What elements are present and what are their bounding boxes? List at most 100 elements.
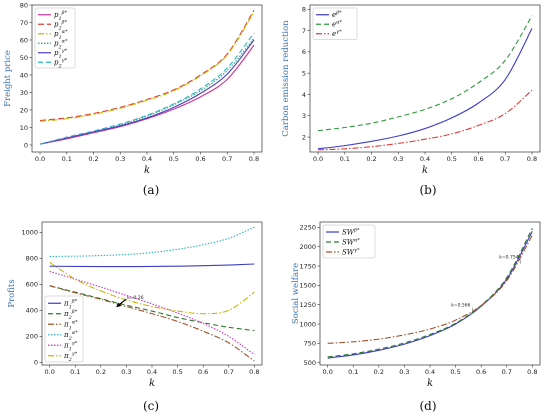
legend-label-1: eβ* — [332, 10, 342, 19]
y-tick-label: 200 — [26, 333, 38, 341]
y-tick-label: 60 — [20, 36, 28, 44]
legend-label-4: p2α* — [54, 39, 68, 51]
series-line-1 — [317, 28, 533, 150]
series-line-6 — [49, 261, 255, 315]
x-tick-label: 0.5 — [447, 155, 457, 163]
panel-label-a: (a) — [143, 183, 160, 197]
x-tick-label: 0.4 — [420, 155, 430, 163]
x-tick-label: 0.4 — [147, 368, 157, 376]
legend-box — [322, 224, 376, 259]
legend-label-6: π2γ* — [63, 351, 78, 363]
series-line-3 — [327, 234, 533, 344]
y-tick-label: 750 — [304, 340, 316, 348]
y-axis-label: Freight price — [3, 50, 13, 107]
annotation-label: k=0.26 — [127, 295, 144, 301]
y-tick-label: 7 — [302, 27, 306, 35]
x-axis-label: k — [144, 165, 150, 176]
y-tick-label: 8 — [302, 6, 306, 14]
legend-label-1: p1β* — [54, 10, 68, 22]
legend-label-6: p2γ* — [54, 58, 68, 70]
y-tick-label: 5 — [302, 69, 306, 77]
y-tick-label: 50 — [20, 54, 28, 62]
x-tick-label: 0.8 — [527, 155, 537, 163]
series-line-3 — [317, 89, 533, 151]
x-tick-label: 0.8 — [249, 155, 259, 163]
x-tick-label: 0.3 — [393, 155, 403, 163]
x-tick-label: 0.5 — [169, 155, 179, 163]
legend-label-2: p2β* — [54, 20, 68, 32]
y-tick-label: 0 — [34, 359, 38, 367]
legend-label-2: SWα* — [342, 237, 360, 246]
y-axis-label: Profits — [7, 279, 17, 307]
series-line-5 — [39, 39, 255, 145]
panel-label-c: (c) — [143, 399, 159, 413]
y-tick-label: 6 — [302, 48, 306, 56]
x-tick-label: 0.3 — [121, 368, 131, 376]
legend-label-3: p1α* — [54, 29, 68, 41]
x-tick-label: 0.3 — [115, 155, 125, 163]
series-line-1 — [49, 263, 255, 268]
y-axis-label: Carbon emission reduction — [281, 20, 291, 137]
series-line-2 — [317, 15, 533, 132]
series-line-3 — [49, 285, 255, 362]
legend-label-2: eα* — [332, 20, 343, 29]
panel-label-d: (d) — [419, 399, 436, 413]
y-tick-label: 80 — [20, 1, 28, 9]
panel-label-b: (b) — [419, 183, 436, 197]
x-tick-label: 0.0 — [45, 368, 55, 376]
panel-a: 0.0 0.1 0.2 0.3 0.4 0.5 0.6 0.7 0.8 0 10 20 30 40 50 60… — [3, 1, 263, 176]
panel-d: 0.0 0.1 0.2 0.3 0.4 0.5 0.6 0.7 0.8 500 750 1000 125… — [291, 221, 541, 389]
x-tick-label: 0.7 — [502, 368, 512, 376]
legend-label-5: p1γ* — [54, 48, 68, 60]
x-axis-label: k — [422, 165, 428, 176]
y-tick-label: 500 — [304, 359, 316, 367]
x-tick-label: 0.1 — [340, 155, 350, 163]
y-tick-label: 70 — [20, 19, 28, 27]
y-tick-label: 3 — [302, 112, 306, 120]
x-tick-label: 0.2 — [374, 368, 384, 376]
y-tick-label: 1500 — [299, 282, 316, 290]
y-tick-label: 4 — [302, 91, 306, 99]
x-tick-label: 0.2 — [96, 368, 106, 376]
panel-b: 0.0 0.1 0.2 0.3 0.4 0.5 0.6 0.7 0.8 2 3 4 5 6 7 8 k Carbo… — [281, 4, 541, 176]
legend-label-4: π2α* — [63, 330, 78, 342]
x-tick-label: 0.1 — [62, 155, 72, 163]
x-tick-label: 0.8 — [249, 368, 259, 376]
x-tick-label: 0.6 — [198, 368, 208, 376]
x-tick-label: 0.7 — [500, 155, 510, 163]
series-line-2 — [327, 227, 533, 358]
x-tick-label: 0.6 — [476, 368, 486, 376]
x-tick-label: 0.4 — [142, 155, 152, 163]
x-tick-label: 0.1 — [70, 368, 80, 376]
y-tick-label: 1000 — [21, 229, 38, 237]
legend-label-1: π1β* — [63, 299, 78, 311]
x-tick-label: 0.0 — [323, 368, 333, 376]
series-line-1 — [39, 44, 255, 145]
x-tick-label: 0.6 — [473, 155, 483, 163]
y-tick-label: 800 — [26, 255, 38, 263]
series-line-4 — [39, 37, 255, 145]
series-line-2 — [39, 9, 255, 122]
legend-label-1: SWβ* — [342, 227, 360, 236]
x-tick-label: 0.8 — [527, 368, 537, 376]
annotation-arrowhead — [116, 302, 122, 308]
y-tick-label: 400 — [26, 307, 38, 315]
x-axis-label: k — [427, 378, 433, 389]
y-tick-label: 2 — [302, 133, 306, 141]
y-tick-label: 1250 — [299, 301, 316, 309]
annotation-label: k=0.754 — [499, 255, 518, 261]
y-tick-label: 20 — [20, 106, 28, 114]
legend-label-5: π1γ* — [63, 341, 78, 353]
x-tick-label: 0.0 — [35, 155, 45, 163]
x-tick-label: 0.2 — [88, 155, 98, 163]
series-line-3 — [39, 11, 255, 122]
legend-label-3: π1α* — [63, 320, 78, 332]
x-tick-label: 0.0 — [313, 155, 323, 163]
x-tick-label: 0.6 — [195, 155, 205, 163]
y-tick-label: 40 — [20, 71, 28, 79]
y-tick-label: 0 — [24, 141, 28, 149]
y-axis-label: Social welfare — [291, 263, 301, 324]
series-line-1 — [327, 231, 533, 359]
legend-label-2: π2β* — [63, 309, 78, 321]
